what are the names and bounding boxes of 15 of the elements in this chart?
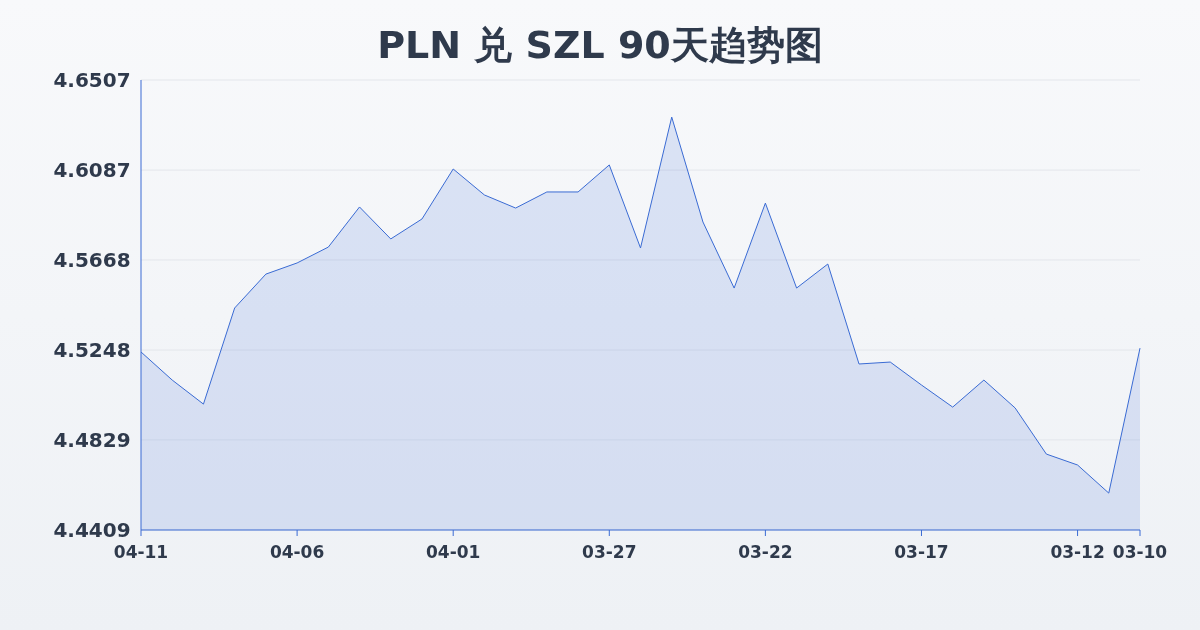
y-tick-label: 4.4409 (53, 518, 131, 542)
x-tick-label: 03-12 (1050, 542, 1105, 562)
y-tick-label: 4.5248 (53, 338, 131, 363)
x-tick-label: 04-11 (113, 542, 169, 562)
x-tick-label: 03-10 (1112, 542, 1168, 562)
y-tick-label: 4.5668 (53, 247, 131, 272)
x-tick-label: 03-27 (582, 542, 637, 562)
x-tick-label: 04-01 (426, 542, 481, 562)
y-tick-label: 4.6507 (53, 68, 131, 92)
x-tick-label: 03-22 (738, 542, 793, 562)
x-tick-label: 04-06 (269, 542, 325, 562)
y-tick-label: 4.6087 (53, 158, 131, 183)
x-tick-label: 03-17 (894, 542, 949, 562)
chart-title: PLN 兑 SZL 90天趋势图 (377, 23, 823, 67)
y-tick-label: 4.4829 (53, 427, 131, 452)
